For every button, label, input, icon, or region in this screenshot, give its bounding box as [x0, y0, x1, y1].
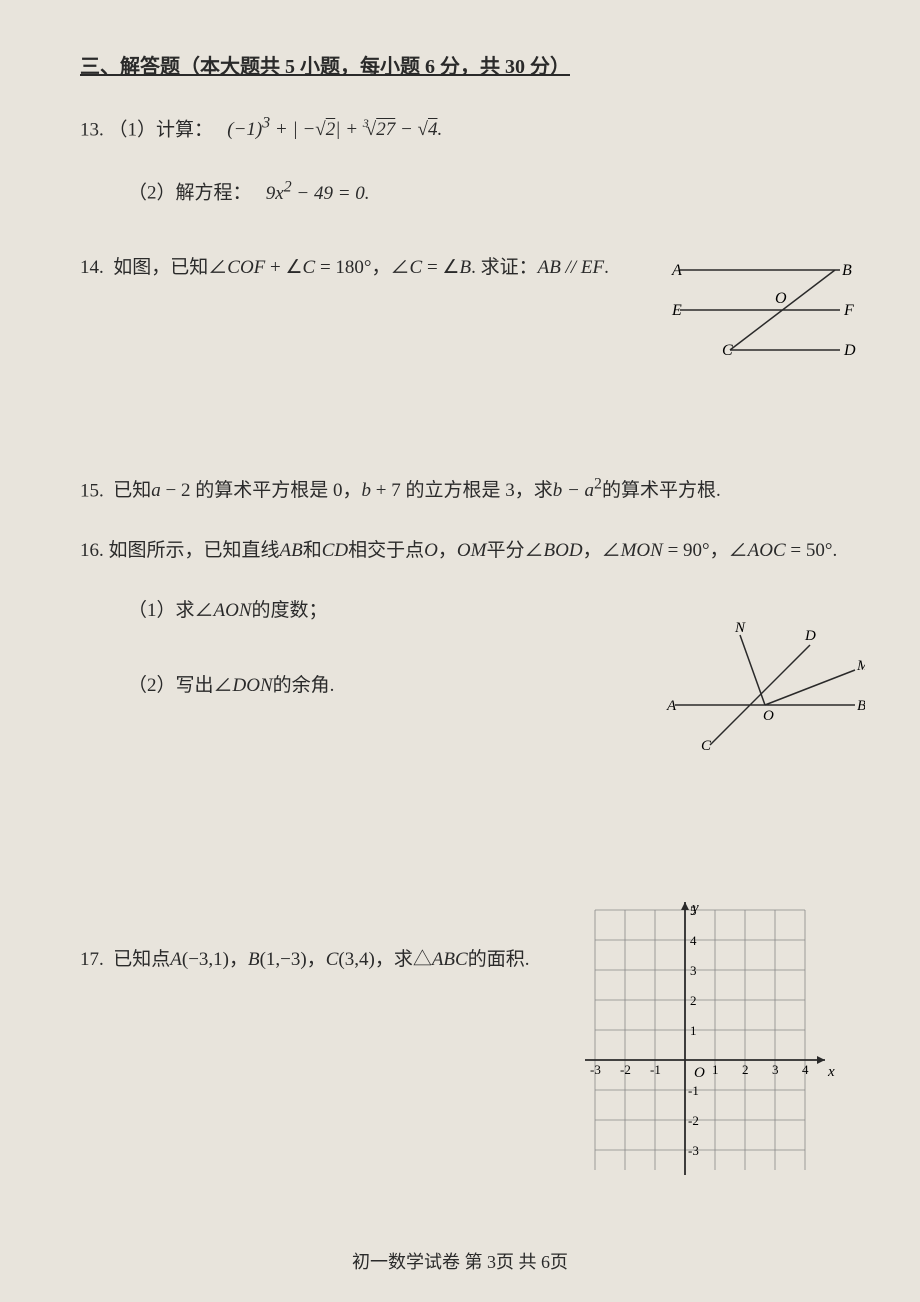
- problem-15: 15. 已知a − 2 的算术平方根是 0，b + 7 的立方根是 3，求b −…: [80, 470, 850, 509]
- svg-text:E: E: [671, 302, 682, 319]
- svg-text:-1: -1: [688, 1083, 699, 1098]
- problem-13: 13. （1）计算： (−1)3 + | −2| + 327 − 4.: [80, 109, 850, 148]
- svg-text:4: 4: [802, 1062, 809, 1077]
- figure-14: A B E F C D O: [660, 255, 860, 365]
- svg-text:A: A: [666, 698, 677, 714]
- p13-part1-expr: (−1)3 + | −2| + 327 − 4.: [227, 119, 442, 140]
- p14-label: 14.: [80, 257, 104, 278]
- svg-text:F: F: [843, 302, 854, 319]
- svg-text:B: B: [842, 262, 852, 279]
- svg-text:C: C: [722, 342, 733, 359]
- p13-part2-label: （2）解方程：: [128, 183, 252, 204]
- section-title: 三、解答题（本大题共 5 小题，每小题 6 分，共 30 分）: [80, 50, 850, 79]
- p13-label: 13.: [80, 119, 104, 140]
- svg-text:3: 3: [690, 963, 697, 978]
- svg-text:O: O: [694, 1065, 705, 1081]
- svg-text:C: C: [701, 738, 712, 750]
- page-footer: 初一数学试卷 第 3页 共 6页: [0, 1248, 920, 1274]
- svg-text:y: y: [690, 900, 699, 916]
- svg-text:1: 1: [712, 1062, 719, 1077]
- svg-text:2: 2: [742, 1062, 749, 1077]
- svg-text:-3: -3: [590, 1062, 601, 1077]
- svg-text:N: N: [734, 620, 746, 636]
- svg-text:O: O: [763, 708, 774, 724]
- p17-text: 已知点A(−3,1)，B(1,−3)，C(3,4)，求△ABC的面积.: [113, 949, 529, 970]
- svg-text:3: 3: [772, 1062, 779, 1077]
- svg-text:O: O: [775, 290, 787, 307]
- p13-part1-label: （1）计算：: [109, 119, 214, 140]
- problem-13-part2: （2）解方程： 9x2 − 49 = 0.: [128, 172, 850, 211]
- p17-label: 17.: [80, 949, 104, 970]
- svg-text:-3: -3: [688, 1143, 699, 1158]
- p16-text: 如图所示，已知直线AB和CD相交于点O，OM平分∠BOD，∠MON = 90°，…: [109, 540, 838, 561]
- svg-text:4: 4: [690, 933, 697, 948]
- figure-16: N D M A O B C: [665, 620, 865, 750]
- svg-text:D: D: [843, 342, 856, 359]
- p14-text: 如图，已知∠COF + ∠C = 180°，∠C = ∠B. 求证：AB // …: [113, 257, 609, 278]
- p16-part2-text: （2）写出∠DON的余角.: [128, 675, 334, 696]
- svg-text:-1: -1: [650, 1062, 661, 1077]
- p15-text: 已知a − 2 的算术平方根是 0，b + 7 的立方根是 3，求b − a2的…: [113, 480, 720, 501]
- figure-17-grid: -3 -2 -1 1 2 3 4 5 4 3 2 1 -1 -2 -3 O x …: [580, 900, 850, 1190]
- svg-text:A: A: [671, 262, 682, 279]
- p15-label: 15.: [80, 480, 104, 501]
- svg-text:x: x: [827, 1064, 835, 1080]
- p16-label: 16.: [80, 540, 104, 561]
- svg-text:-2: -2: [620, 1062, 631, 1077]
- svg-text:2: 2: [690, 993, 697, 1008]
- svg-text:D: D: [804, 628, 816, 644]
- svg-text:-2: -2: [688, 1113, 699, 1128]
- svg-text:M: M: [856, 658, 865, 674]
- svg-text:B: B: [857, 698, 865, 714]
- problem-16: 16. 如图所示，已知直线AB和CD相交于点O，OM平分∠BOD，∠MON = …: [80, 533, 850, 569]
- svg-text:1: 1: [690, 1023, 697, 1038]
- p16-part1-text: （1）求∠AON的度数；: [128, 600, 328, 621]
- p13-part2-expr: 9x2 − 49 = 0.: [266, 183, 370, 204]
